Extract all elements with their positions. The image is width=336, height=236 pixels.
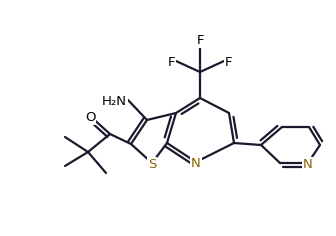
Text: H₂N: H₂N xyxy=(102,95,127,108)
Text: F: F xyxy=(196,34,204,47)
Text: F: F xyxy=(168,56,175,69)
Text: O: O xyxy=(85,111,95,124)
Text: F: F xyxy=(225,56,233,69)
Text: S: S xyxy=(148,158,156,171)
Text: N: N xyxy=(191,157,201,170)
Text: N: N xyxy=(303,158,313,171)
